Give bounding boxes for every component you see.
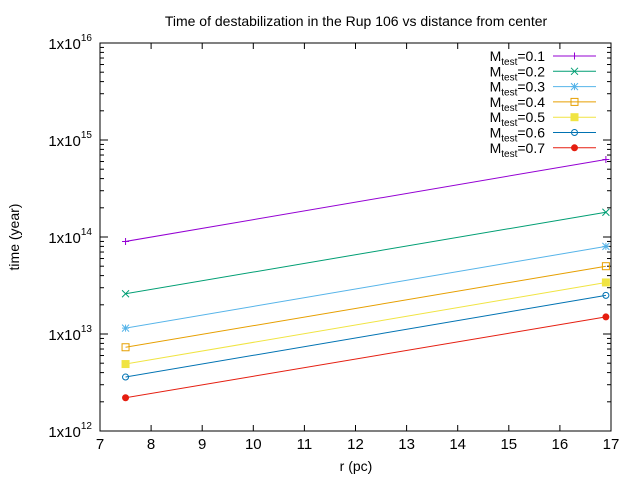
legend-label: Mtest=0.7 — [490, 140, 546, 160]
marker-cross — [570, 67, 579, 76]
chart-title: Time of destabilization in the Rup 106 v… — [165, 13, 548, 29]
y-tick-label: 1x1013 — [48, 324, 92, 344]
series-line — [125, 211, 606, 295]
x-tick-label: 17 — [603, 436, 620, 453]
series-layer — [121, 155, 610, 402]
series-line — [125, 245, 606, 329]
x-axis-label: r (pc) — [340, 458, 373, 474]
series-2 — [121, 208, 610, 298]
y-tick-label: 1x1015 — [48, 130, 92, 150]
series-1 — [122, 155, 610, 245]
marker-filled-square — [601, 278, 610, 287]
marker-filled-circle — [602, 313, 610, 321]
series-line — [125, 158, 606, 242]
series-7 — [122, 313, 610, 402]
legend-label: Mtest=0.3 — [490, 79, 546, 99]
series-5 — [121, 278, 610, 369]
marker-cross — [121, 289, 130, 298]
marker-open-square — [570, 97, 579, 106]
marker-filled-square — [570, 113, 579, 122]
series-line — [125, 265, 606, 348]
marker-plus — [571, 52, 578, 60]
legend-entry: Mtest=0.1 — [490, 48, 596, 68]
x-tick-label: 13 — [398, 436, 415, 453]
x-axis: 7 8 9 10 11 12 13 14 15 16 17 — [96, 43, 620, 453]
y-tick-label: 1x1014 — [48, 227, 92, 247]
marker-open-circle — [122, 373, 130, 381]
legend-entry: Mtest=0.5 — [490, 109, 596, 129]
x-tick-label: 10 — [245, 436, 262, 453]
legend-label: Mtest=0.6 — [490, 125, 546, 145]
y-tick-label: 1x1016 — [48, 33, 92, 53]
legend-entry: Mtest=0.2 — [490, 63, 596, 83]
legend-entry: Mtest=0.4 — [490, 94, 596, 114]
marker-star — [121, 324, 130, 332]
x-tick-label: 8 — [147, 436, 155, 453]
marker-cross — [602, 208, 610, 217]
y-axis-label: time (year) — [6, 204, 22, 271]
x-tick-label: 11 — [297, 436, 313, 453]
x-tick-label: 9 — [198, 436, 206, 453]
legend-entry: Mtest=0.6 — [490, 125, 596, 145]
marker-filled-circle — [571, 144, 578, 152]
marker-plus — [602, 155, 610, 163]
marker-open-square — [601, 262, 610, 271]
marker-open-circle — [602, 291, 610, 299]
marker-star — [570, 82, 579, 91]
series-line — [125, 281, 606, 365]
series-line — [125, 316, 606, 399]
legend-label: Mtest=0.1 — [490, 48, 546, 68]
marker-filled-square — [121, 360, 130, 369]
marker-filled-circle — [122, 394, 130, 402]
y-tick-label: 1x1012 — [48, 421, 92, 441]
legend-label: Mtest=0.5 — [490, 109, 546, 129]
legend-label: Mtest=0.2 — [490, 63, 546, 83]
x-tick-label: 15 — [500, 436, 517, 453]
series-line — [125, 294, 606, 378]
y-axis: 1x1012 1x1013 1x1014 1x1015 1x1016 — [48, 33, 611, 441]
legend: Mtest=0.1Mtest=0.2Mtest=0.3Mtest=0.4Mtes… — [490, 48, 596, 160]
marker-open-circle — [571, 129, 578, 136]
series-6 — [122, 291, 610, 381]
marker-star — [602, 242, 610, 251]
x-tick-label: 12 — [347, 436, 364, 453]
legend-entry: Mtest=0.3 — [490, 79, 596, 99]
legend-entry: Mtest=0.7 — [490, 140, 596, 160]
series-3 — [121, 242, 610, 332]
x-tick-label: 14 — [449, 436, 466, 453]
marker-plus — [122, 237, 130, 245]
series-4 — [121, 262, 610, 352]
x-tick-label: 16 — [552, 436, 569, 453]
legend-label: Mtest=0.4 — [490, 94, 546, 114]
x-tick-label: 7 — [96, 436, 104, 453]
marker-open-square — [121, 343, 130, 352]
